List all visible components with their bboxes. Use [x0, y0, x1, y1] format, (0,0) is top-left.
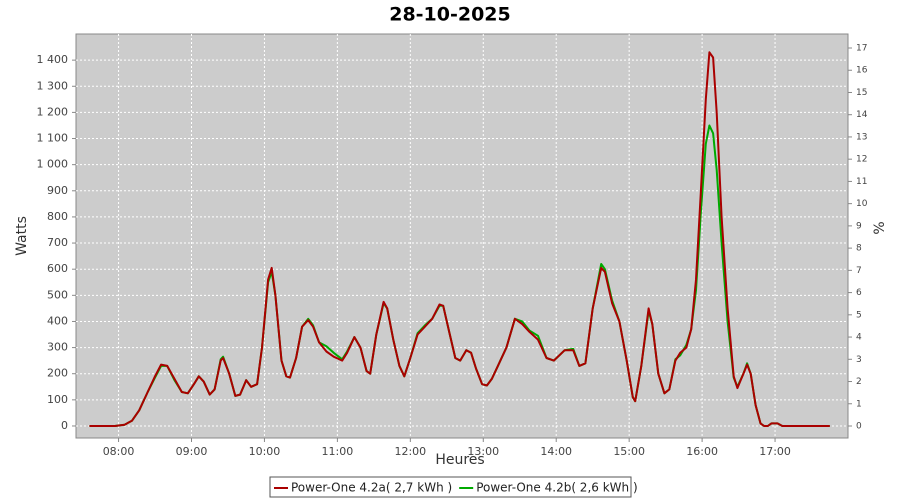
y-tick-label: 200: [47, 367, 68, 380]
y-tick-label: 100: [47, 393, 68, 406]
x-tick-label: 11:00: [322, 445, 354, 458]
legend: [269, 476, 632, 498]
y-axis-label: Watts: [14, 216, 30, 256]
x-tick-label: 15:00: [613, 445, 645, 458]
y2-tick-label: 14: [856, 110, 868, 120]
y-tick-label: 1 100: [37, 132, 69, 145]
x-axis-label: Heures: [435, 452, 484, 468]
y2-tick-label: 16: [856, 66, 868, 76]
y-tick-label: 1 200: [37, 105, 69, 118]
y2-tick-label: 11: [856, 177, 867, 187]
y2-tick-label: 1: [856, 399, 862, 409]
y2-axis-label: %: [872, 221, 888, 234]
y-tick-label: 1 300: [37, 79, 69, 92]
y-tick-label: 1 000: [37, 158, 69, 171]
y2-tick-label: 9: [856, 221, 862, 231]
y2-tick-label: 13: [856, 132, 867, 142]
x-tick-label: 10:00: [249, 445, 281, 458]
series-line: [89, 51, 830, 427]
y2-tick-label: 5: [856, 310, 862, 320]
y-tick-label: 400: [47, 314, 68, 327]
chart-title: 28-10-2025: [389, 4, 511, 26]
y2-tick-label: 6: [856, 288, 862, 298]
y-tick-label: 500: [47, 288, 68, 301]
y2-tick-label: 7: [856, 266, 862, 276]
x-tick-label: 16:00: [686, 445, 718, 458]
y2-tick-label: 12: [856, 155, 867, 165]
plot-area: [75, 33, 849, 439]
x-tick-label: 14:00: [540, 445, 572, 458]
y2-tick-label: 17: [856, 44, 867, 54]
y-tick-label: 1 400: [37, 53, 69, 66]
y2-tick-label: 15: [856, 88, 867, 98]
y-tick-label: 600: [47, 262, 68, 275]
y-tick-label: 300: [47, 341, 68, 354]
x-tick-label: 13:00: [467, 445, 499, 458]
x-tick-label: 17:00: [759, 445, 791, 458]
y2-tick-label: 4: [856, 333, 862, 343]
y-tick-label: 800: [47, 210, 68, 223]
legend-label: Power-One 4.2b( 2,6 kWh ): [476, 481, 637, 495]
y-tick-label: 900: [47, 184, 68, 197]
x-tick-label: 09:00: [176, 445, 208, 458]
y-tick-label: 0: [61, 419, 68, 432]
y2-tick-label: 3: [856, 355, 862, 365]
y2-tick-label: 2: [856, 377, 862, 387]
x-tick-label: 12:00: [394, 445, 426, 458]
y2-tick-label: 0: [856, 421, 862, 431]
legend-label: Power-One 4.2a( 2,7 kWh ): [291, 481, 452, 495]
y2-tick-label: 10: [856, 199, 868, 209]
x-tick-label: 08:00: [103, 445, 135, 458]
y-tick-label: 700: [47, 236, 68, 249]
y2-tick-label: 8: [856, 244, 862, 254]
